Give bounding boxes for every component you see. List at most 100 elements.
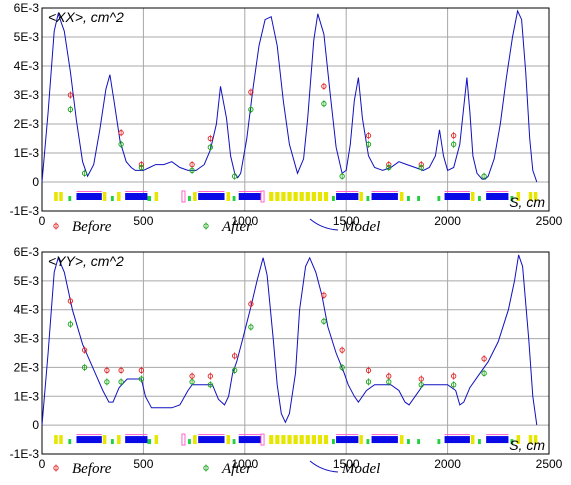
legend-before-marker: [53, 222, 59, 230]
after-point: [189, 166, 195, 174]
lattice-sextupole: [417, 439, 421, 445]
after-point: [138, 163, 145, 172]
lattice-quad: [293, 435, 298, 445]
x-tick-label: 2000: [434, 457, 461, 471]
lattice-sextupole: [110, 196, 114, 201]
yy-legend: Before After Model: [53, 460, 380, 477]
y-tick-label: 2E-3: [14, 117, 40, 131]
lattice-quad: [528, 435, 533, 445]
yy-lattice-strip: [54, 433, 538, 446]
lattice-corrector: [260, 190, 265, 203]
lattice-quad: [305, 435, 310, 445]
y-tick-label: 1E-3: [14, 389, 40, 403]
after-point: [365, 140, 372, 148]
lattice-sextupole: [188, 196, 191, 201]
lattice-quad: [226, 435, 231, 445]
lattice-sextupole: [366, 439, 370, 445]
lattice-quad: [59, 435, 63, 445]
x-tick-label: 2500: [536, 214, 563, 228]
lattice-quad: [54, 435, 58, 445]
before-point: [451, 372, 457, 380]
lattice-quad: [299, 435, 304, 445]
after-point: [481, 369, 487, 377]
lattice-quad: [117, 435, 121, 445]
lattice-sextupole: [437, 196, 441, 201]
yy-x-tick-labels: 0 500 1000 1500 2000 2500: [39, 457, 563, 471]
after-point: [104, 378, 110, 386]
after-point: [386, 378, 392, 386]
lattice-quad: [317, 435, 323, 445]
lattice-corrector: [181, 433, 186, 446]
x-tick-label: 1500: [333, 214, 360, 228]
before-point: [232, 352, 238, 360]
lattice-corrector: [181, 190, 186, 203]
y-tick-label: 6E-3: [14, 245, 40, 259]
lattice-quad: [269, 435, 274, 445]
x-tick-label: 1500: [333, 457, 360, 471]
lattice-sextupole: [437, 439, 441, 445]
before-point: [81, 346, 88, 354]
xx-grid: [42, 8, 549, 211]
lattice-dipole: [76, 436, 102, 444]
xx-legend-model: Model: [341, 219, 380, 235]
lattice-quad: [359, 192, 363, 201]
lattice-corrector: [260, 433, 265, 446]
xx-legend: Before After Model: [53, 218, 380, 235]
y-tick-label: -1E-3: [10, 204, 40, 218]
lattice-quad: [399, 435, 404, 445]
xx-after-points: [67, 100, 487, 180]
after-point: [207, 381, 213, 389]
lattice-dipole-edge: [198, 191, 225, 192]
before-point: [67, 297, 74, 305]
before-point: [118, 129, 124, 137]
lattice-quad: [305, 192, 310, 201]
legend-after-marker: [203, 222, 209, 230]
after-point: [189, 378, 195, 386]
lattice-sextupole: [407, 196, 410, 201]
after-point: [118, 378, 124, 386]
lattice-quad: [269, 192, 274, 201]
x-tick-label: 2000: [434, 214, 461, 228]
lattice-sextupole: [110, 439, 114, 445]
lattice-sextupole: [407, 439, 410, 445]
y-tick-label: 5E-3: [14, 274, 40, 288]
before-point: [339, 346, 345, 354]
lattice-dipole: [238, 436, 262, 444]
lattice-quad: [323, 192, 329, 201]
lattice-quad: [359, 435, 363, 445]
x-tick-label: 500: [133, 457, 153, 471]
lattice-dipole: [486, 436, 509, 444]
xx-legend-before: Before: [72, 219, 112, 235]
xx-legend-after: After: [221, 219, 252, 235]
lattice-dipole: [125, 193, 148, 200]
yy-model-line: [41, 254, 538, 426]
lattice-sextupole: [332, 439, 335, 445]
lattice-dipole-edge: [76, 191, 102, 192]
lattice-sextupole: [417, 196, 421, 201]
lattice-quad: [287, 435, 292, 445]
lattice-quad: [193, 435, 197, 445]
lattice-quad: [102, 192, 107, 201]
yy-legend-model: Model: [341, 461, 380, 477]
after-point: [248, 105, 254, 114]
lattice-dipole: [238, 193, 262, 200]
lattice-dipole: [198, 436, 225, 444]
y-tick-label: 2E-3: [14, 360, 40, 374]
lattice-sextupole: [478, 196, 481, 201]
y-tick-label: 0: [32, 418, 39, 432]
after-point: [321, 100, 327, 108]
y-tick-label: 0: [32, 175, 39, 189]
lattice-dipole-edge: [198, 434, 225, 436]
lattice-dipole: [198, 193, 225, 200]
after-point: [118, 140, 124, 148]
xx-x-tick-labels: 0 500 1000 1500 2000 2500: [39, 214, 563, 228]
lattice-dipole: [336, 193, 359, 200]
lattice-quad: [399, 192, 404, 201]
xx-legend-before-marker: [53, 222, 59, 230]
before-point: [248, 300, 254, 308]
xx-before-points: [67, 82, 457, 169]
lattice-quad: [193, 192, 197, 201]
legend-before-marker: [53, 464, 59, 472]
lattice-quad: [293, 192, 298, 201]
